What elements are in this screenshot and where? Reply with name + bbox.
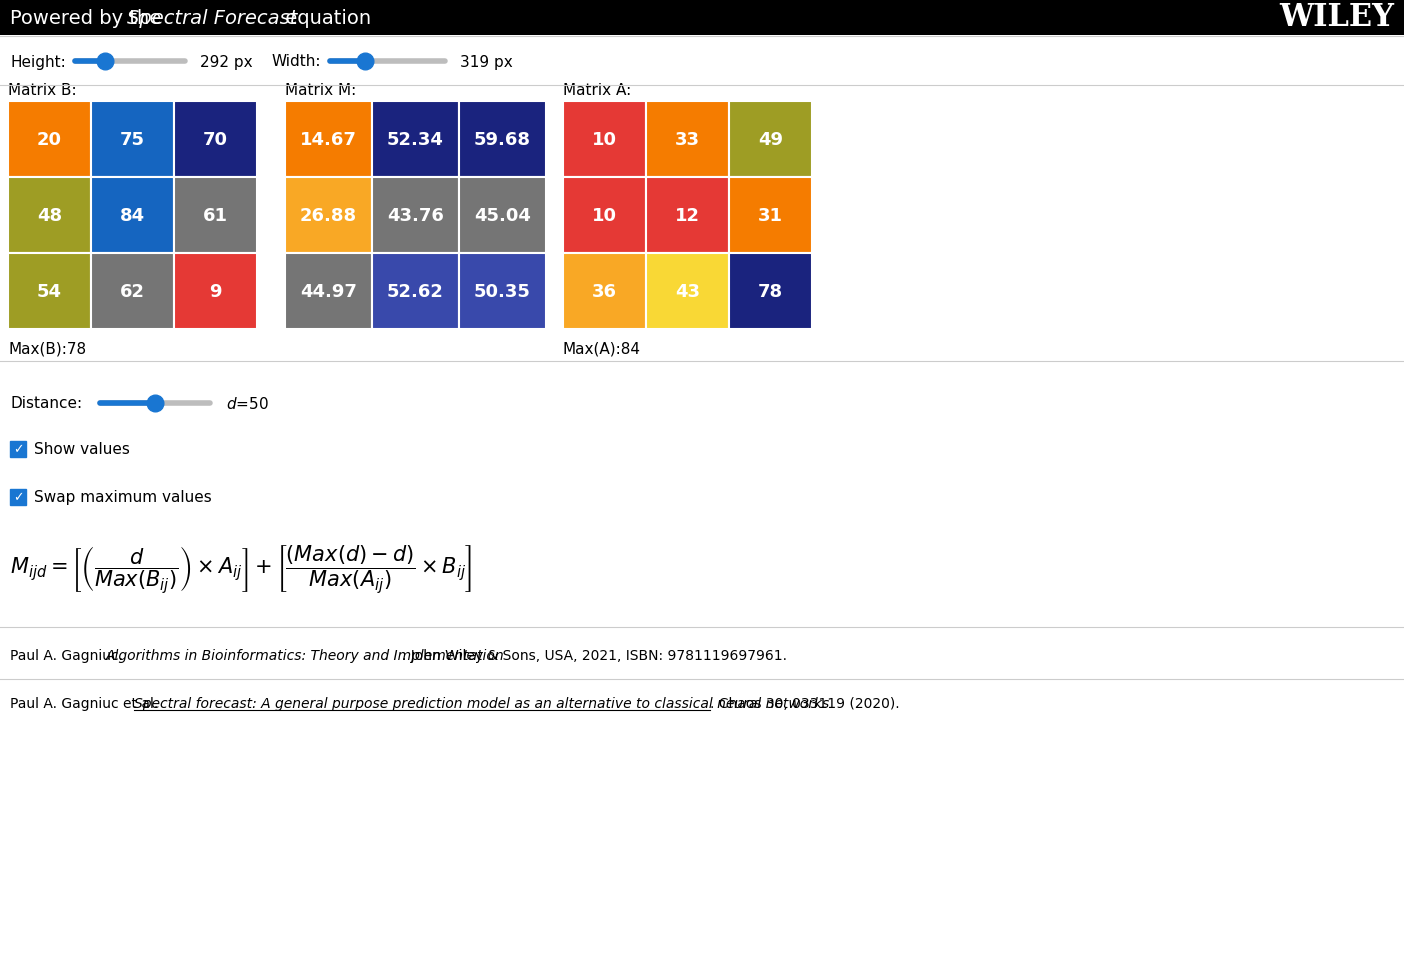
Text: 44.97: 44.97 xyxy=(300,283,357,301)
Text: 43.76: 43.76 xyxy=(388,207,444,225)
Text: 10: 10 xyxy=(592,131,616,149)
Bar xyxy=(459,102,546,178)
Text: Powered by the: Powered by the xyxy=(10,9,167,28)
Bar xyxy=(459,178,546,254)
Text: 14.67: 14.67 xyxy=(300,131,357,149)
Text: 48: 48 xyxy=(37,207,62,225)
Text: . Chaos 30, 033119 (2020).: . Chaos 30, 033119 (2020). xyxy=(710,697,900,710)
Text: $d$=50: $d$=50 xyxy=(226,396,268,411)
Text: Max(A):84: Max(A):84 xyxy=(563,342,642,357)
Bar xyxy=(0,0,1404,36)
Text: 26.88: 26.88 xyxy=(300,207,357,225)
Bar xyxy=(91,254,174,330)
FancyBboxPatch shape xyxy=(10,441,27,457)
Text: 78: 78 xyxy=(758,283,783,301)
Text: ✓: ✓ xyxy=(13,491,24,504)
Text: $M_{ijd} = \left[\left(\dfrac{d}{Max(B_{ij})}\right) \times A_{ij}\right] + \lef: $M_{ijd} = \left[\left(\dfrac{d}{Max(B_{… xyxy=(10,543,472,596)
Text: Spectral forecast: A general purpose prediction model as an alternative to class: Spectral forecast: A general purpose pre… xyxy=(133,697,830,710)
Text: Spectral Forecast: Spectral Forecast xyxy=(126,9,298,28)
Text: 50.35: 50.35 xyxy=(475,283,531,301)
Bar xyxy=(372,178,459,254)
Text: . John Wiley & Sons, USA, 2021, ISBN: 9781119697961.: . John Wiley & Sons, USA, 2021, ISBN: 97… xyxy=(402,649,788,662)
Bar xyxy=(285,178,372,254)
Bar xyxy=(563,254,646,330)
Text: 54: 54 xyxy=(37,283,62,301)
Bar xyxy=(91,178,174,254)
Text: Swap maximum values: Swap maximum values xyxy=(34,490,212,505)
Text: 49: 49 xyxy=(758,131,783,149)
Text: 52.34: 52.34 xyxy=(388,131,444,149)
Bar xyxy=(285,102,372,178)
Bar xyxy=(563,102,646,178)
Text: 45.04: 45.04 xyxy=(475,207,531,225)
Text: 36: 36 xyxy=(592,283,616,301)
Bar xyxy=(8,254,91,330)
Text: Show values: Show values xyxy=(34,442,131,457)
Text: Matrix B:: Matrix B: xyxy=(8,83,77,98)
Text: 59.68: 59.68 xyxy=(475,131,531,149)
Bar xyxy=(729,254,812,330)
Text: 10: 10 xyxy=(592,207,616,225)
Bar xyxy=(174,254,257,330)
Text: Matrix M:: Matrix M: xyxy=(285,83,357,98)
Text: Matrix A:: Matrix A: xyxy=(563,83,632,98)
Bar xyxy=(8,178,91,254)
Text: equation: equation xyxy=(279,9,371,28)
Text: 84: 84 xyxy=(119,207,145,225)
Text: Width:: Width: xyxy=(272,55,322,69)
Bar xyxy=(563,178,646,254)
Bar xyxy=(174,178,257,254)
Bar xyxy=(646,102,729,178)
Text: Paul A. Gagniuc et al.: Paul A. Gagniuc et al. xyxy=(10,697,163,710)
Text: 70: 70 xyxy=(204,131,227,149)
Bar xyxy=(729,178,812,254)
Text: 33: 33 xyxy=(675,131,701,149)
Text: ✓: ✓ xyxy=(13,443,24,456)
Text: 12: 12 xyxy=(675,207,701,225)
Bar xyxy=(729,102,812,178)
Bar xyxy=(285,254,372,330)
Text: 292 px: 292 px xyxy=(199,55,253,69)
Text: 9: 9 xyxy=(209,283,222,301)
Text: 62: 62 xyxy=(119,283,145,301)
Bar xyxy=(372,102,459,178)
Text: 31: 31 xyxy=(758,207,783,225)
Text: Height:: Height: xyxy=(10,55,66,69)
Text: 75: 75 xyxy=(119,131,145,149)
Text: WILEY: WILEY xyxy=(1279,3,1394,34)
Text: Max(B):78: Max(B):78 xyxy=(8,342,86,357)
Text: Distance:: Distance: xyxy=(10,396,81,411)
Text: 43: 43 xyxy=(675,283,701,301)
Text: 20: 20 xyxy=(37,131,62,149)
Bar xyxy=(372,254,459,330)
Text: 52.62: 52.62 xyxy=(388,283,444,301)
Bar xyxy=(8,102,91,178)
FancyBboxPatch shape xyxy=(10,489,27,505)
Bar xyxy=(646,178,729,254)
Text: Paul A. Gagniuc.: Paul A. Gagniuc. xyxy=(10,649,128,662)
Bar xyxy=(459,254,546,330)
Bar xyxy=(646,254,729,330)
Text: 61: 61 xyxy=(204,207,227,225)
Text: Algorithms in Bioinformatics: Theory and Implementation: Algorithms in Bioinformatics: Theory and… xyxy=(105,649,504,662)
Bar xyxy=(91,102,174,178)
Text: 319 px: 319 px xyxy=(461,55,512,69)
Bar xyxy=(174,102,257,178)
